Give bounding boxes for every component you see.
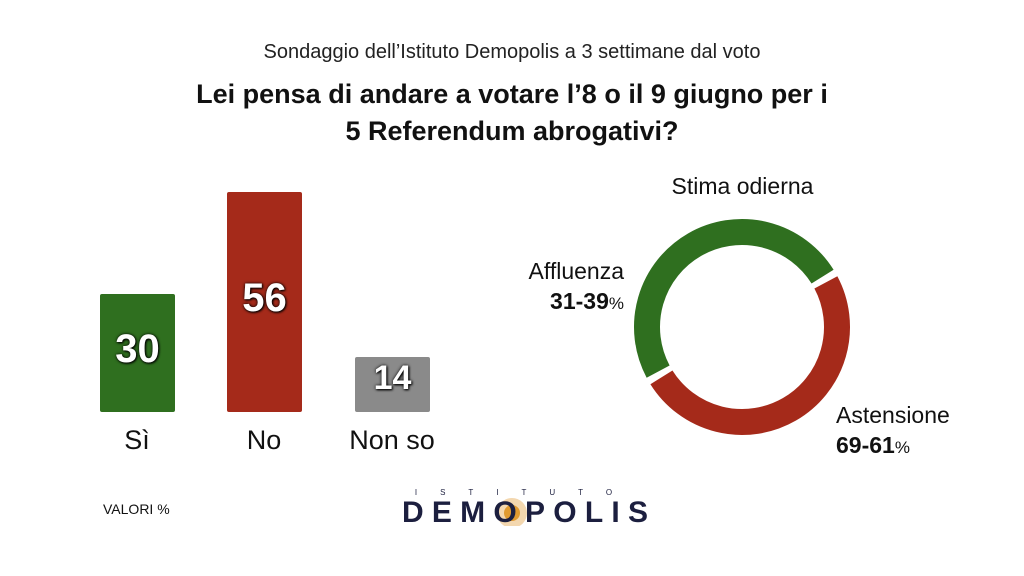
category-label: No	[246, 425, 282, 455]
bar-0: 30	[100, 294, 175, 412]
astensione-value: 69-61%	[836, 432, 910, 458]
category-label: Sì	[124, 425, 150, 455]
bar-1: 56	[227, 192, 302, 412]
affluenza-label: Affluenza	[528, 258, 624, 284]
astensione-label: Astensione	[836, 402, 950, 428]
donut-chart	[634, 219, 850, 435]
bar-value-label: 56	[242, 276, 287, 321]
subtitle: Sondaggio dell’Istituto Demopolis a 3 se…	[263, 41, 761, 63]
donut-title: Stima odierna	[671, 173, 814, 199]
affluenza-value: 31-39%	[550, 288, 624, 314]
chart-title: Lei pensa di andare a votare l’8 o il 9 …	[0, 76, 1024, 150]
svg-text:ISTITUTO: ISTITUTO	[415, 488, 635, 497]
category-label: Non so	[349, 425, 435, 455]
title-text: Lei pensa di andare a votare l’8 o il 9 …	[196, 79, 828, 146]
bar-2: 14	[355, 357, 430, 412]
bar-value-label: 14	[373, 359, 412, 398]
donut-slice-astensione	[650, 276, 850, 435]
svg-text:DEMOPOLIS: DEMOPOLIS	[402, 496, 648, 526]
donut-slice-affluenza	[634, 219, 834, 378]
values-note: VALORI %	[103, 501, 170, 517]
demopolis-logo: ISTITUTO DEMOPOLIS	[402, 488, 648, 526]
bar-value-label: 30	[115, 327, 160, 372]
